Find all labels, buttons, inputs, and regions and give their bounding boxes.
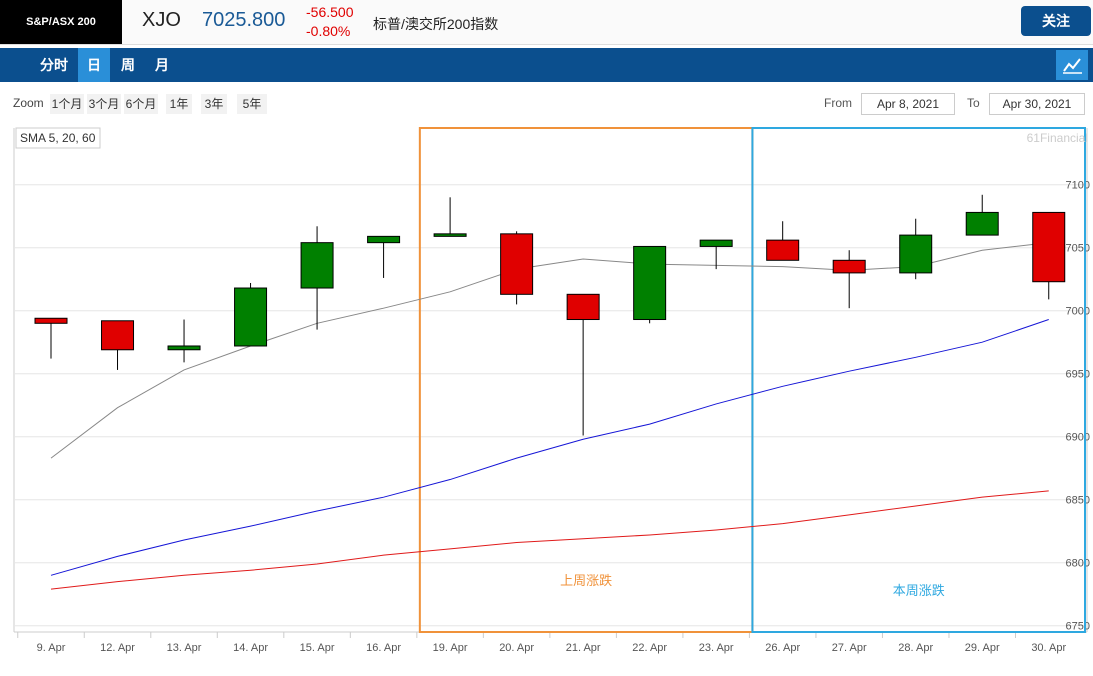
to-date[interactable]: Apr 30, 2021 xyxy=(989,93,1085,115)
candle-body xyxy=(832,259,866,274)
x-tick-label: 20. Apr xyxy=(499,642,534,654)
legend: SMA 5, 20, 60 xyxy=(20,131,96,145)
candle-body xyxy=(699,239,733,247)
legend-box xyxy=(15,127,101,149)
y-tick-label: 7100 xyxy=(1066,180,1090,192)
x-tick-label: 22. Apr xyxy=(632,642,667,654)
tab[interactable]: 分时 xyxy=(40,57,68,73)
zoom-button[interactable]: 3个月 xyxy=(87,94,121,114)
zoom-button[interactable]: 5年 xyxy=(237,94,267,114)
watermark: 61Financial xyxy=(1027,131,1088,145)
zoom-label: Zoom xyxy=(13,96,44,110)
y-tick-label: 6800 xyxy=(1066,558,1090,570)
candle-body xyxy=(367,235,401,244)
x-tick-label: 16. Apr xyxy=(366,642,401,654)
candle-body xyxy=(899,234,933,274)
annotation-label: 本周涨跌 xyxy=(893,583,945,598)
sma-line xyxy=(50,242,1049,459)
candle-body xyxy=(500,233,534,295)
change-pct: -0.80% xyxy=(306,23,351,39)
x-tick-label: 28. Apr xyxy=(898,642,933,654)
icon xyxy=(1063,58,1082,74)
candle-body xyxy=(300,242,334,289)
annotation-box xyxy=(751,127,1086,633)
logo: S&P/ASX 200 xyxy=(0,0,122,44)
tab-active[interactable]: 日 xyxy=(78,48,110,82)
x-tick-label: 9. Apr xyxy=(37,642,66,654)
annotation-label: 上周涨跌 xyxy=(560,573,612,588)
y-tick-label: 7000 xyxy=(1066,306,1090,318)
header xyxy=(0,0,1093,45)
x-tick-label: 13. Apr xyxy=(167,642,202,654)
candle-body xyxy=(167,345,201,351)
chart-icon[interactable] xyxy=(1056,50,1088,80)
zoom-button[interactable]: 1个月 xyxy=(50,94,84,114)
y-tick-label: 6900 xyxy=(1066,432,1090,444)
candle-body xyxy=(234,287,268,347)
candle-body xyxy=(766,239,800,261)
candle-body xyxy=(633,245,667,321)
y-tick-label: 6950 xyxy=(1066,369,1090,381)
candle-body xyxy=(965,211,999,236)
tab[interactable]: 月 xyxy=(155,57,169,73)
symbol: XJO xyxy=(142,9,181,31)
from-label: From xyxy=(824,96,852,110)
annotation-box xyxy=(418,127,754,633)
x-tick-label: 29. Apr xyxy=(965,642,1000,654)
follow-button[interactable]: 关注 xyxy=(1021,6,1091,36)
to-label: To xyxy=(967,96,980,110)
zoom-button[interactable]: 1年 xyxy=(166,94,192,114)
tab-bar: 分时 日 周 月 xyxy=(0,48,1093,82)
x-tick-label: 23. Apr xyxy=(699,642,734,654)
x-tick-label: 12. Apr xyxy=(100,642,135,654)
y-tick-label: 7050 xyxy=(1066,243,1090,255)
candle-body xyxy=(433,233,467,237)
x-tick-label: 19. Apr xyxy=(433,642,468,654)
candle-body xyxy=(34,317,68,324)
from-date[interactable]: Apr 8, 2021 xyxy=(861,93,955,115)
price: 7025.800 xyxy=(202,9,286,31)
x-tick-label: 14. Apr xyxy=(233,642,268,654)
sma-line xyxy=(50,319,1049,576)
x-tick-label: 15. Apr xyxy=(300,642,335,654)
candle-body xyxy=(101,320,135,351)
candle-body xyxy=(1032,211,1066,283)
x-tick-label: 30. Apr xyxy=(1031,642,1066,654)
index-name: 标普/澳交所200指数 xyxy=(373,16,499,32)
tab[interactable]: 周 xyxy=(121,57,135,73)
zoom-button[interactable]: 3年 xyxy=(201,94,227,114)
y-tick-label: 6750 xyxy=(1066,621,1090,633)
x-tick-label: 21. Apr xyxy=(566,642,601,654)
y-tick-label: 6850 xyxy=(1066,495,1090,507)
change: -56.500 xyxy=(306,4,354,20)
x-tick-label: 26. Apr xyxy=(765,642,800,654)
candle-body xyxy=(566,293,600,321)
x-tick-label: 27. Apr xyxy=(832,642,867,654)
sma-line xyxy=(50,490,1049,590)
zoom-button[interactable]: 6个月 xyxy=(124,94,158,114)
